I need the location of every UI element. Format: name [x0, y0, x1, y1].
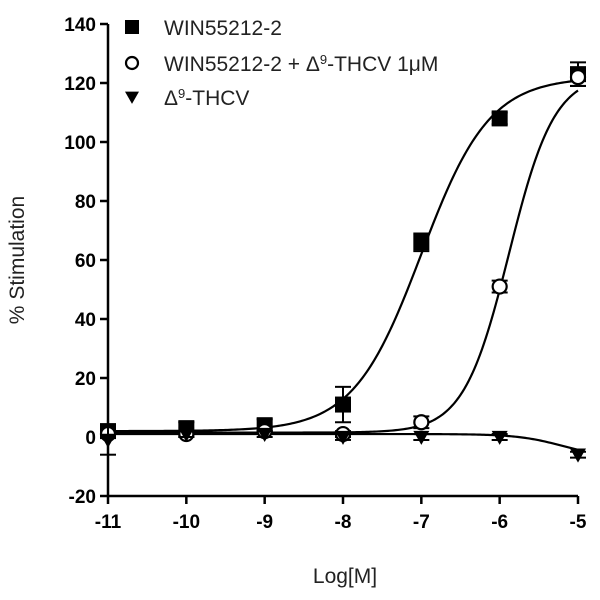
legend-marker-series-3 — [125, 91, 139, 104]
legend-label-series-2: WIN55212-2 + Δ9-THCV 1μM — [164, 52, 438, 77]
y-tick-label: 140 — [64, 15, 96, 36]
data-point-series-3 — [256, 427, 273, 442]
legend-marker-series-1 — [125, 20, 139, 34]
x-tick-label: -7 — [413, 512, 430, 533]
y-tick-label: 100 — [64, 133, 96, 154]
legend-label-series-3: Δ9-THCV — [164, 86, 249, 111]
x-tick-label: -6 — [491, 512, 508, 533]
y-axis-title: % Stimulation — [6, 196, 29, 324]
data-point-series-3 — [335, 430, 351, 445]
x-tick-label: -9 — [256, 512, 273, 533]
data-point-series-3 — [491, 430, 508, 445]
x-tick-label: -8 — [335, 512, 352, 533]
fit-curve-series-2 — [108, 89, 579, 434]
data-point-series-3 — [413, 430, 430, 445]
data-point-series-2 — [491, 278, 508, 295]
data-point-series-2 — [569, 68, 587, 86]
data-point-series-1 — [491, 110, 508, 127]
x-tick-label: -11 — [95, 512, 122, 533]
x-tick-label: -10 — [173, 512, 200, 533]
legend-label-series-1: WIN55212-2 — [164, 17, 282, 40]
y-tick-label: 60 — [75, 251, 96, 272]
data-point-series-3 — [570, 448, 586, 463]
y-tick-label: 120 — [64, 74, 96, 95]
y-tick-label: 40 — [75, 310, 96, 331]
data-point-series-3 — [100, 433, 116, 448]
y-tick-label: 20 — [75, 369, 96, 390]
data-point-series-1 — [335, 396, 351, 413]
legend: WIN55212-2 WIN55212-2 + Δ9-THCV 1μM Δ9-THC… — [124, 17, 438, 111]
y-tick-label: 80 — [75, 192, 96, 213]
data-points — [99, 61, 587, 463]
y-tick-label: -20 — [69, 487, 96, 508]
legend-marker-series-2 — [124, 55, 140, 71]
data-point-series-2 — [413, 414, 430, 431]
x-tick-label: -5 — [570, 512, 587, 533]
y-tick-label: 0 — [85, 428, 96, 449]
data-point-series-1 — [413, 234, 430, 251]
axes: -20 0 20 40 60 80 100 120 140 -11 -10 -9 -8 -7 -6 -5 — [64, 15, 587, 533]
x-axis-title: Log[M] — [313, 565, 377, 588]
data-point-series-3 — [178, 427, 195, 442]
